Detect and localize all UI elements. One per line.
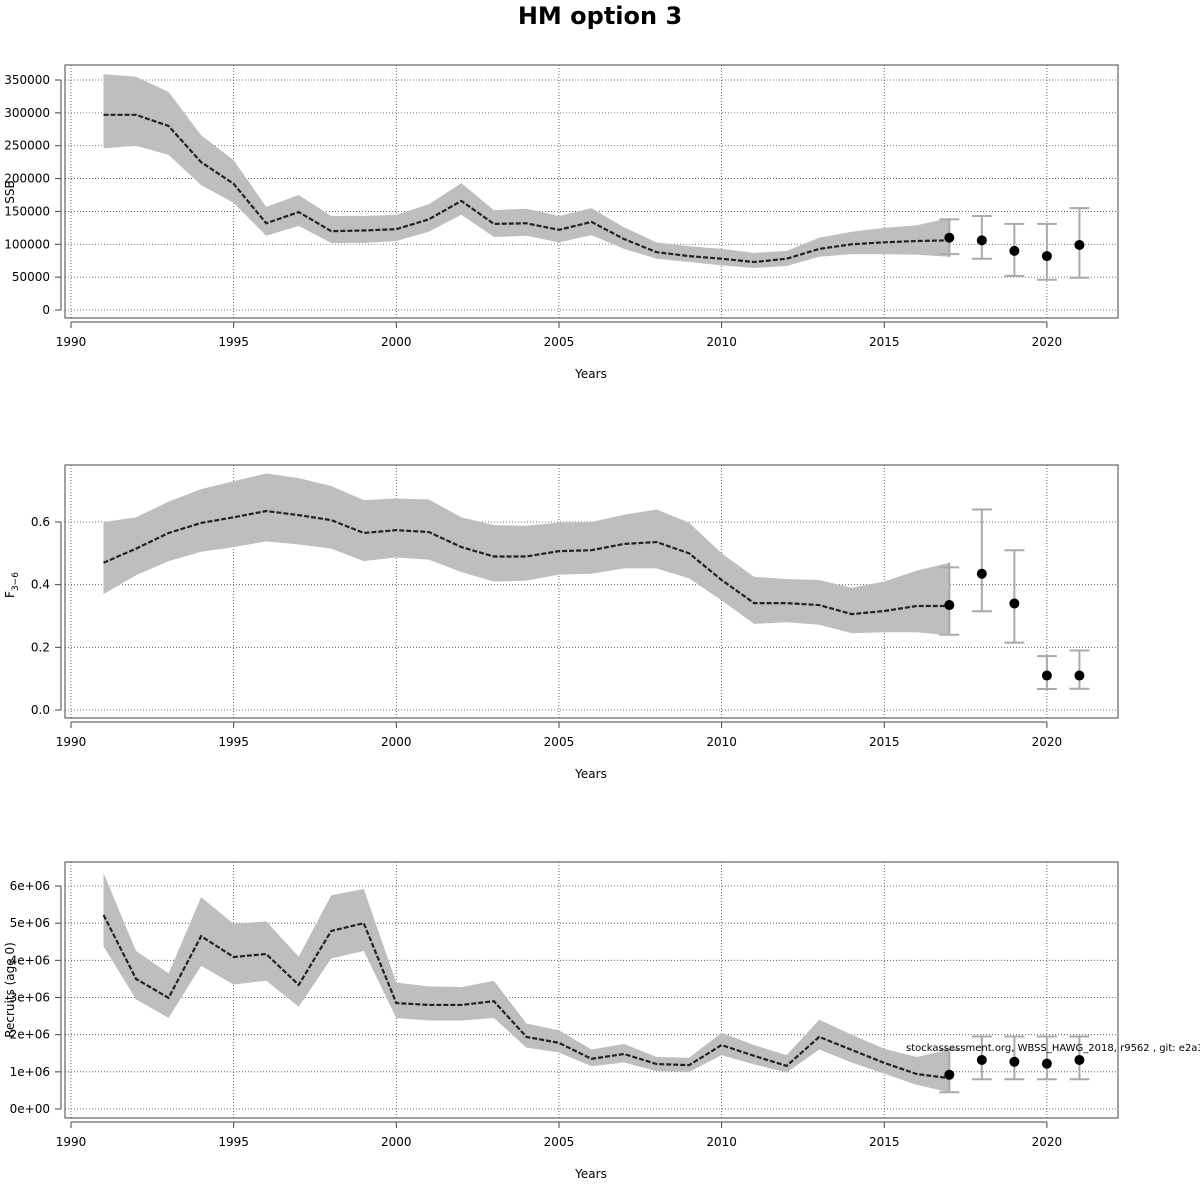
y-tick-label: 0.0 (31, 703, 50, 717)
forecast-point (1074, 1054, 1085, 1065)
panel-recruits: 1990 1995 2000 2005 2010 2015 2020 Years 0e+00 1e… (3, 861, 1119, 1181)
forecast-point (1041, 1058, 1052, 1069)
plot-frame (64, 64, 1119, 319)
y-axis-label-main: F (3, 591, 17, 598)
y-tick-label: 6e+06 (10, 879, 50, 893)
y-axis-label: F3−6 (3, 572, 21, 598)
y-axis-label-subscript: 3−6 (11, 572, 21, 591)
x-tick-label: 1990 (56, 1135, 87, 1149)
y-tick-label: 300000 (4, 106, 50, 120)
confidence-band (103, 473, 950, 636)
x-axis-label: Years (574, 367, 607, 381)
forecast-point (976, 568, 987, 579)
y-tick-label: 50000 (12, 270, 50, 284)
estimate-line (103, 113, 950, 264)
forecast-point (976, 235, 987, 246)
forecast-point (944, 600, 955, 611)
y-tick-label: 0.6 (31, 515, 50, 529)
plot-frame (64, 861, 1119, 1119)
forecast-point (1009, 1056, 1020, 1067)
y-tick-label: 3e+06 (10, 991, 50, 1005)
y-axis-label: Recruits (age 0) (3, 942, 17, 1038)
estimate-line (103, 509, 950, 616)
x-tick-label: 2020 (1032, 1135, 1063, 1149)
x-tick-label: 2020 (1032, 335, 1063, 349)
x-tick-label: 1995 (218, 1135, 249, 1149)
forecast-point (1009, 598, 1020, 609)
plot-frame (64, 464, 1119, 719)
x-tick-label: 2010 (706, 735, 737, 749)
y-tick-label: 350000 (4, 73, 50, 87)
x-tick-label: 1990 (56, 335, 87, 349)
x-tick-label: 2015 (869, 735, 900, 749)
y-axis-label-main: Recruits (age 0) (3, 942, 17, 1038)
x-axis-label: Years (574, 1167, 607, 1181)
y-tick-label: 5e+06 (10, 916, 50, 930)
forecast-point (976, 1054, 987, 1065)
x-tick-label: 2000 (381, 1135, 412, 1149)
forecast-point (1009, 245, 1020, 256)
x-tick-label: 1995 (218, 335, 249, 349)
x-axis-label: Years (574, 767, 607, 781)
confidence-band (103, 872, 950, 1093)
forecast-point (1074, 239, 1085, 250)
y-tick-label: 200000 (4, 172, 50, 186)
forecast-point (944, 1069, 955, 1080)
forecast-point (1074, 670, 1085, 681)
y-tick-label: 0 (42, 303, 50, 317)
x-tick-label: 2005 (544, 735, 575, 749)
y-tick-label: 1e+06 (10, 1065, 50, 1079)
forecast-point (1041, 670, 1052, 681)
y-tick-label: 250000 (4, 139, 50, 153)
panel-f: 1990 1995 2000 2005 2010 2015 2020 Years 0.0 0.2 0… (3, 464, 1119, 781)
x-tick-label: 1990 (56, 735, 87, 749)
x-tick-label: 2005 (544, 335, 575, 349)
x-tick-label: 2010 (706, 335, 737, 349)
x-tick-label: 2000 (381, 335, 412, 349)
x-tick-label: 2015 (869, 335, 900, 349)
y-axis-label-main: SSB (3, 180, 17, 203)
y-tick-label: 4e+06 (10, 953, 50, 967)
estimate-line (102, 914, 950, 1080)
y-tick-label: 2e+06 (10, 1028, 50, 1042)
forecast-point (944, 232, 955, 243)
forecast-point (1041, 251, 1052, 262)
x-tick-label: 2000 (381, 735, 412, 749)
y-tick-label: 150000 (4, 204, 50, 218)
panel-ssb: 1990 1995 2000 2005 2010 2015 2020 Years 0 50000 1… (3, 64, 1119, 381)
x-tick-label: 2005 (544, 1135, 575, 1149)
x-tick-label: 2015 (869, 1135, 900, 1149)
y-axis-label: SSB (3, 180, 17, 203)
watermark-annotation: stockassessment.org, WBSS_HAWG_2018, r95… (906, 1043, 1200, 1054)
x-tick-label: 2010 (706, 1135, 737, 1149)
x-tick-label: 2020 (1032, 735, 1063, 749)
confidence-band (103, 74, 950, 268)
x-tick-label: 1995 (218, 735, 249, 749)
chart-title: HM option 3 (518, 2, 682, 30)
y-tick-label: 0e+00 (10, 1102, 50, 1116)
y-tick-label: 0.2 (31, 640, 50, 654)
y-tick-label: 0.4 (31, 578, 50, 592)
y-tick-label: 100000 (4, 237, 50, 251)
